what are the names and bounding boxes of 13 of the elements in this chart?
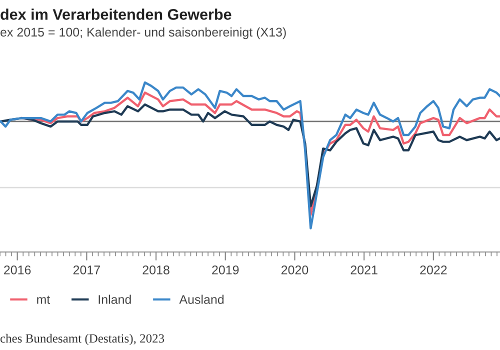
chart-title: dex im Verarbeitenden Gewerbe xyxy=(0,8,232,20)
legend-label: Inland xyxy=(98,294,131,304)
x-tick-label: 2018 xyxy=(142,266,170,274)
x-tick-label: 2019 xyxy=(212,266,239,274)
x-tick-label: 2016 xyxy=(4,266,31,274)
x-tick-label: 2017 xyxy=(73,266,100,274)
legend-label: Ausland xyxy=(179,294,224,304)
text: ches Bundesamt (Destatis), 2023 xyxy=(0,334,164,346)
x-tick-label: 2021 xyxy=(350,266,378,274)
x-tick-label: 2022 xyxy=(420,266,447,274)
legend-label: mt xyxy=(37,296,50,304)
chart-subtitle: ex 2015 = 100; Kalender- und saisonbereinigt (X13) xyxy=(0,27,286,40)
x-tick-label: 2020 xyxy=(281,266,308,274)
